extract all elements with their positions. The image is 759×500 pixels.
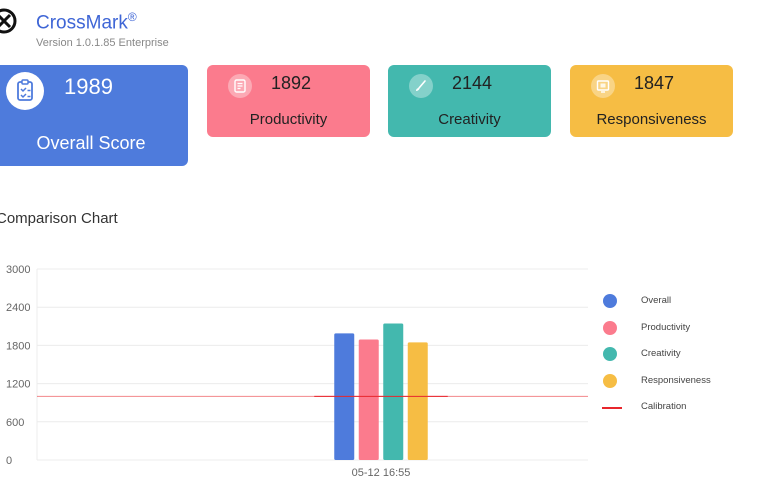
bar-productivity xyxy=(358,339,379,460)
y-tick-label: 1800 xyxy=(6,340,30,352)
document-icon xyxy=(228,74,252,98)
legend-label: Responsiveness xyxy=(641,374,711,386)
y-tick-label: 3000 xyxy=(6,264,30,276)
productivity-card[interactable]: 1892 Productivity xyxy=(207,65,370,137)
overall-score-value: 1989 xyxy=(64,74,113,99)
legend-swatch-productivity xyxy=(603,320,617,335)
clipboard-check-icon xyxy=(6,72,44,110)
app-version: Version 1.0.1.85 Enterprise xyxy=(36,37,169,49)
x-tick-label: 05-12 16:55 xyxy=(352,467,411,479)
overall-score-label: Overall Score xyxy=(36,133,146,153)
creativity-score-value: 2144 xyxy=(452,73,493,93)
comparison-chart-title: Comparison Chart xyxy=(0,210,118,227)
legend-swatch-overall xyxy=(603,294,617,308)
crossmark-logo-icon xyxy=(0,8,17,34)
responsiveness-label: Responsiveness xyxy=(596,111,707,128)
legend-swatch-creativity xyxy=(603,347,617,361)
productivity-label: Productivity xyxy=(249,111,328,128)
overall-score-card[interactable]: 1989 Overall Score xyxy=(0,65,188,166)
creativity-label: Creativity xyxy=(438,111,501,128)
legend-label: Creativity xyxy=(641,348,681,359)
registered-mark: ® xyxy=(127,10,137,24)
bar-responsiveness xyxy=(407,342,428,460)
y-tick-label: 2400 xyxy=(6,302,30,314)
screen-icon xyxy=(591,74,615,98)
legend-label: Productivity xyxy=(641,321,691,333)
y-tick-label: 600 xyxy=(6,417,24,429)
app-name: CrossMark® xyxy=(36,10,137,34)
legend-swatch-responsiveness xyxy=(603,373,617,388)
legend-label: Overall xyxy=(641,295,672,306)
creativity-card[interactable]: 2144 Creativity xyxy=(388,65,551,137)
responsiveness-score-value: 1847 xyxy=(634,73,675,93)
legend-label: Calibration xyxy=(641,401,687,412)
app-name-text: CrossMark xyxy=(36,12,128,34)
productivity-score-value: 1892 xyxy=(271,73,312,93)
brush-icon xyxy=(409,74,433,98)
bar-creativity xyxy=(383,323,404,460)
comparison-chart: 0 600 1200 1800 2400 3000 05-12 16:55 xyxy=(6,264,588,479)
legend-swatch-calibration xyxy=(602,407,622,409)
y-tick-label: 0 xyxy=(6,455,12,467)
y-tick-label: 1200 xyxy=(6,379,30,391)
responsiveness-card[interactable]: 1847 Responsiveness xyxy=(570,65,733,137)
